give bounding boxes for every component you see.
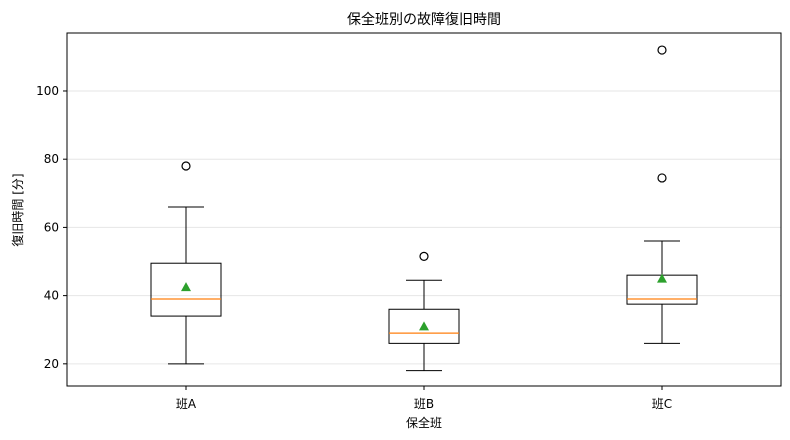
box-3 — [626, 45, 698, 344]
y-axis-title: 復旧時間 [分] — [10, 173, 25, 246]
x-tick-label: 班A — [176, 397, 197, 411]
y-tick-label: 80 — [44, 152, 59, 166]
y-axis: 20 40 60 80 100 — [36, 84, 67, 371]
boxes — [150, 45, 698, 372]
x-axis: 班A 班B 班C — [176, 386, 672, 411]
y-tick-label: 40 — [44, 289, 59, 303]
mean-marker — [181, 282, 191, 292]
outlier-point — [419, 251, 429, 261]
outlier-point — [657, 45, 667, 55]
mean-marker — [419, 321, 429, 331]
box-2 — [388, 251, 460, 372]
iqr-box — [388, 308, 460, 344]
mean-marker — [657, 273, 667, 283]
iqr-box — [150, 262, 222, 317]
box-1 — [150, 161, 222, 365]
y-tick-label: 60 — [44, 220, 59, 234]
x-tick-label: 班C — [652, 397, 672, 411]
y-tick-label: 20 — [44, 357, 59, 371]
outlier-point — [657, 173, 667, 183]
x-axis-title: 保全班 — [406, 415, 442, 430]
chart-title: 保全班別の故障復旧時間 — [347, 11, 501, 28]
y-tick-label: 100 — [36, 84, 59, 98]
outlier-point — [181, 161, 191, 171]
x-tick-label: 班B — [414, 397, 434, 411]
